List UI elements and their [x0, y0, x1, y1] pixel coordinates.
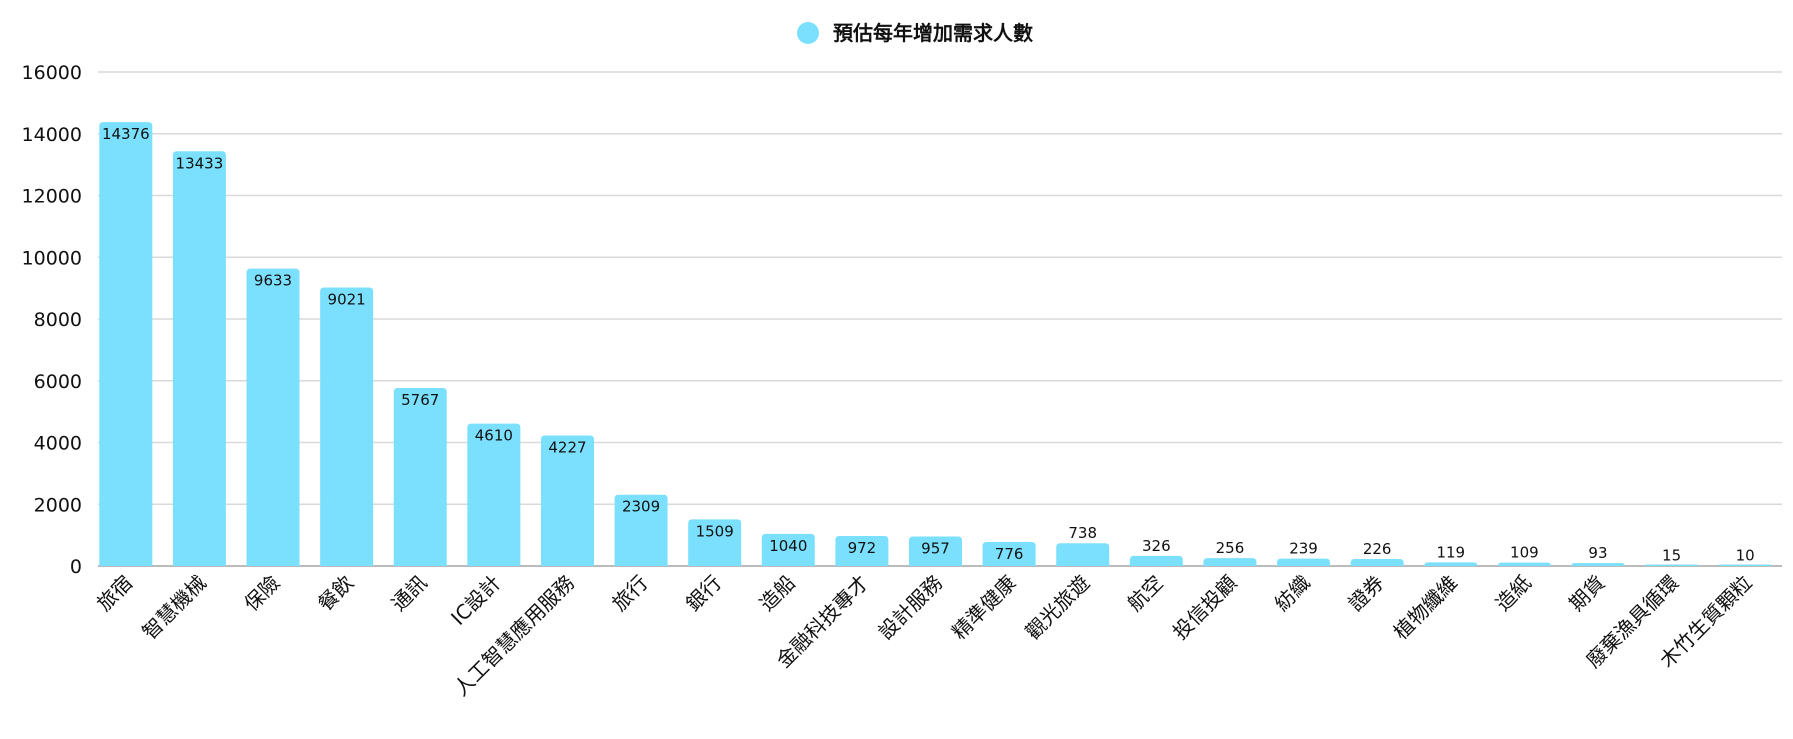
x-tick-label: 造紙 — [1491, 571, 1536, 616]
x-tick-label: 智慧機械 — [137, 571, 211, 645]
data-label: 738 — [1068, 524, 1097, 542]
data-label: 119 — [1436, 543, 1465, 561]
x-tick-label: 造船 — [755, 571, 800, 616]
x-tick-label: 植物纖維 — [1389, 571, 1463, 645]
x-tick-label: 證券 — [1343, 571, 1388, 616]
data-label: 4610 — [475, 427, 513, 445]
bar — [1203, 558, 1257, 566]
x-tick-label: 紡織 — [1270, 571, 1315, 616]
bar — [1056, 543, 1110, 566]
bar — [99, 122, 153, 567]
bar — [1497, 562, 1551, 566]
y-tick-label: 2000 — [34, 494, 82, 516]
x-tick-label: 銀行 — [681, 571, 726, 616]
bar — [246, 268, 300, 566]
y-tick-label: 10000 — [22, 247, 82, 269]
bar — [982, 542, 1036, 566]
data-label: 957 — [921, 539, 950, 557]
legend[interactable]: 預估每年增加需求人數 — [797, 21, 1033, 45]
bar — [467, 423, 521, 566]
bar — [1571, 563, 1625, 566]
y-tick-label: 6000 — [34, 371, 82, 393]
data-label: 226 — [1363, 540, 1392, 558]
data-label: 1509 — [696, 522, 734, 540]
data-label: 972 — [848, 539, 877, 557]
data-label: 9633 — [254, 272, 292, 290]
data-label: 14376 — [102, 125, 150, 143]
bar — [761, 533, 815, 566]
x-tick-label: 餐飲 — [313, 571, 358, 616]
y-axis: 0 2000 4000 6000 8000 10000 12000 14000 16000 — [22, 62, 82, 578]
x-tick-label: 航空 — [1123, 571, 1168, 616]
data-labels: 14376 13433 9633 9021 5767 4610 4227 2309 1509 10… — [102, 125, 1755, 565]
y-tick-label: 12000 — [22, 186, 82, 208]
x-tick-label: 通訊 — [387, 571, 432, 616]
bar — [172, 151, 226, 567]
legend-label: 預估每年增加需求人數 — [833, 21, 1033, 45]
bar — [1129, 555, 1183, 566]
x-tick-label: 期貨 — [1564, 571, 1609, 616]
x-tick-label: IC設計 — [446, 571, 505, 630]
bar — [1350, 559, 1404, 566]
bar — [540, 435, 594, 566]
data-label: 326 — [1142, 537, 1171, 555]
x-tick-label: 精準健康 — [947, 571, 1021, 645]
data-label: 1040 — [769, 537, 807, 555]
x-tick-label: 投信投顧 — [1168, 571, 1242, 645]
x-tick-label: 旅行 — [607, 571, 652, 616]
bar — [320, 287, 374, 566]
x-tick-label: 觀光旅遊 — [1021, 571, 1095, 645]
y-tick-label: 8000 — [34, 309, 82, 331]
bar — [1424, 562, 1478, 566]
x-tick-label: 旅宿 — [92, 571, 137, 616]
bars — [99, 122, 1772, 567]
data-label: 9021 — [328, 290, 366, 308]
y-tick-label: 0 — [70, 556, 82, 578]
data-label: 776 — [995, 545, 1024, 563]
bar — [688, 519, 742, 566]
bar — [393, 387, 447, 566]
bar — [1718, 564, 1772, 566]
y-tick-label: 4000 — [34, 433, 82, 455]
bar — [1645, 564, 1699, 566]
data-label: 15 — [1662, 547, 1681, 565]
x-tick-label: 設計服務 — [873, 571, 947, 645]
y-tick-label: 16000 — [22, 62, 82, 84]
bar — [1277, 558, 1331, 566]
bar — [835, 535, 889, 566]
data-label: 5767 — [401, 391, 439, 409]
data-label: 2309 — [622, 498, 660, 516]
data-label: 13433 — [176, 154, 224, 172]
data-label: 93 — [1588, 544, 1607, 562]
x-tick-label: 保險 — [239, 571, 284, 616]
data-label: 109 — [1510, 544, 1539, 562]
bar — [614, 494, 668, 566]
data-label: 239 — [1289, 540, 1318, 558]
data-label: 4227 — [548, 438, 586, 456]
data-label: 256 — [1216, 539, 1245, 557]
y-tick-label: 14000 — [22, 124, 82, 146]
data-label: 10 — [1736, 547, 1755, 565]
bar — [909, 536, 962, 566]
legend-swatch — [797, 22, 819, 44]
